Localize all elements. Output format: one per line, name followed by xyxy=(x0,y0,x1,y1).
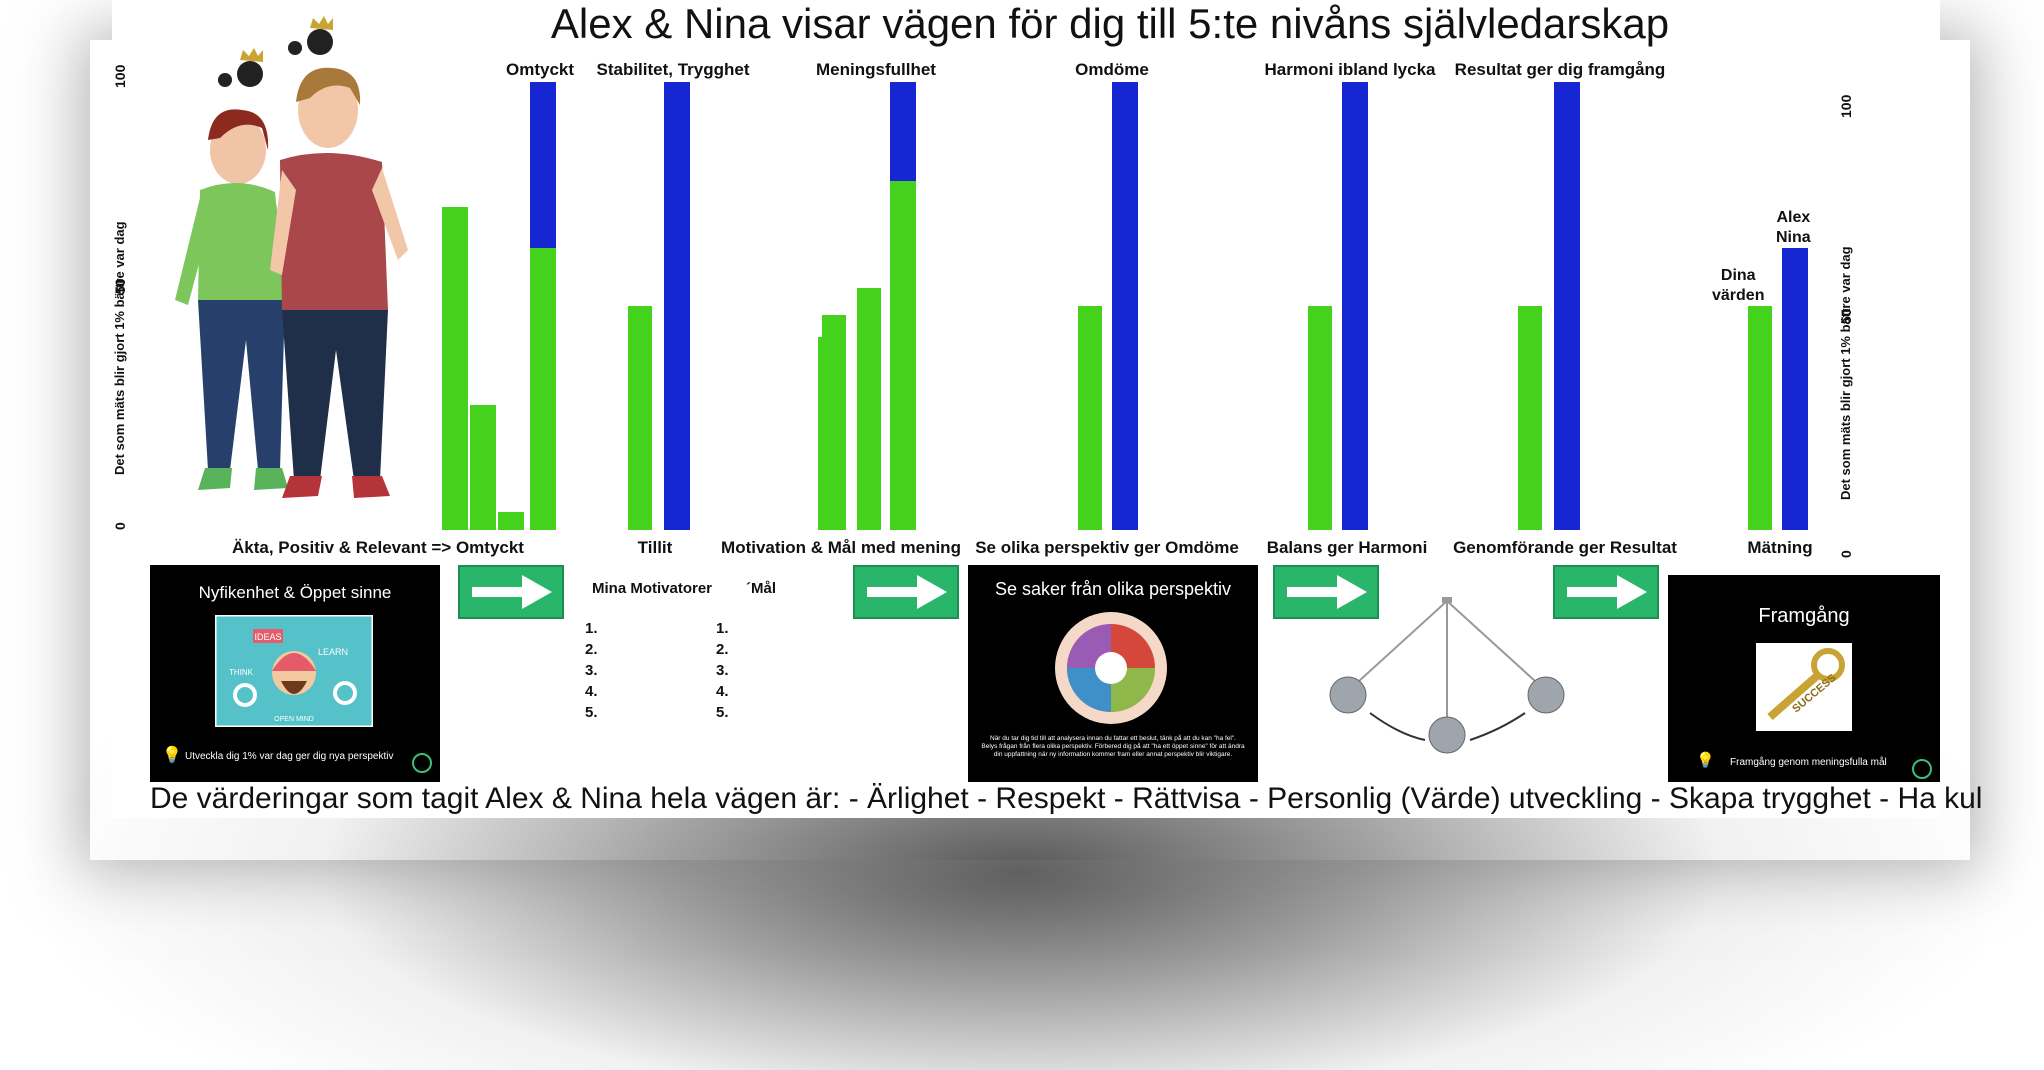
green-series-label: Dina värden xyxy=(1712,267,1765,304)
green-bar xyxy=(628,306,652,530)
panel-nyfikenhet-caption: Utveckla dig 1% var dag ger dig nya pers… xyxy=(185,751,394,762)
list-item: 2. xyxy=(585,641,598,658)
logo-icon xyxy=(1912,759,1932,779)
goals-list: 1. 2. 3. 4. 5. xyxy=(716,620,729,725)
learn-word: LEARN xyxy=(318,647,348,657)
gear-icon xyxy=(333,681,357,705)
bar-top-label: Omdöme xyxy=(1075,60,1149,79)
green-bar xyxy=(1308,306,1332,530)
pendulum-ball-icon xyxy=(1428,716,1466,754)
arrow-curve-icon xyxy=(1469,712,1526,741)
list-item: 2. xyxy=(716,641,729,658)
lightbulb-icon: 💡 xyxy=(1696,752,1715,769)
green-bar xyxy=(1748,306,1772,530)
bar-bottom-label: Tillit xyxy=(637,538,673,557)
dot-icon xyxy=(237,61,263,87)
green-overlap-bar xyxy=(530,247,556,530)
panel-perspektiv-caption: När du tar dig tid till att analysera in… xyxy=(978,735,1248,759)
caption-line: När du tar dig tid till att analysera in… xyxy=(990,735,1236,742)
green-bar xyxy=(818,337,822,530)
green-bar xyxy=(857,288,881,530)
right-arrow-icon xyxy=(867,575,947,609)
bar-bottom-label: Genomförande ger Resultat xyxy=(1453,538,1677,557)
think-word: THINK xyxy=(229,668,254,677)
green-bar xyxy=(1078,306,1102,530)
list-item: 4. xyxy=(585,683,598,700)
alex-figure xyxy=(270,67,408,498)
blue-bar xyxy=(1554,82,1580,530)
panel-framgang-title: Framgång xyxy=(1758,605,1850,627)
dot-icon xyxy=(218,73,232,87)
bar-bottom-label: Balans ger Harmoni xyxy=(1266,538,1428,557)
green-overlap-bar xyxy=(890,180,916,530)
blue-bar xyxy=(1342,82,1368,530)
pendulum-image xyxy=(1329,597,1565,754)
chart-area: Omtyckt Äkta, Positiv & Relevant => Omtyc… xyxy=(232,60,1813,557)
panel-nyfikenhet: Nyfikenhet & Öppet sinne IDEAS LEARN THI… xyxy=(150,565,440,782)
pendulum-ball-icon xyxy=(1329,676,1367,714)
blue-bar xyxy=(1782,247,1808,530)
right-arrow-icon xyxy=(1567,575,1647,609)
crown-icon xyxy=(240,48,263,62)
bar-top-label: Harmoni ibland lycka xyxy=(1264,60,1436,79)
panel-framgang: Framgång SUCCESS 💡 Framgång genom mening… xyxy=(1668,575,1940,782)
ideas-word: IDEAS xyxy=(254,632,281,642)
lightbulb-icon: 💡 xyxy=(162,747,182,764)
blue-bar xyxy=(1112,82,1138,530)
bar-bottom-label: Motivation & Mål med mening xyxy=(721,538,961,557)
dot-icon xyxy=(288,41,302,55)
pendulum-ball-icon xyxy=(1527,676,1565,714)
panel-perspektiv: Se saker från olika perspektiv När du ta… xyxy=(968,565,1258,782)
panel-perspektiv-title: Se saker från olika perspektiv xyxy=(994,579,1232,599)
green-bar xyxy=(498,512,524,530)
green-bar xyxy=(470,404,496,530)
right-arrow-icon xyxy=(1287,575,1367,609)
perspective-wheel-image xyxy=(1055,612,1167,724)
bar-bottom-label: Se olika perspektiv ger Omdöme xyxy=(975,538,1239,557)
motivators-header: Mina Motivatorer xyxy=(592,580,713,597)
arrow-curve-icon xyxy=(1369,712,1426,741)
green-bar xyxy=(442,207,468,530)
arrow-sign-1 xyxy=(458,565,564,619)
bar-bottom-label: Mätning xyxy=(1747,538,1813,557)
green-bar xyxy=(1518,306,1542,530)
crown-icon xyxy=(310,16,333,30)
caption-line: Belys frågan från flera olika perspektiv… xyxy=(981,743,1245,750)
open-mind-image: IDEAS LEARN THINK OPEN MIND xyxy=(215,615,373,727)
alex-nina-illustration xyxy=(175,16,408,498)
list-item: 5. xyxy=(585,704,598,721)
arrow-sign-4 xyxy=(1553,565,1659,619)
page-title: Alex & Nina visar vägen för dig till 5:t… xyxy=(550,0,1670,47)
bar-bottom-label: Äkta, Positiv & Relevant => Omtyckt xyxy=(232,538,524,557)
list-item: 1. xyxy=(716,620,729,637)
key-icon xyxy=(1811,648,1845,682)
blue-bar xyxy=(664,82,690,530)
right-arrow-icon xyxy=(472,575,552,609)
green-bar xyxy=(822,314,846,530)
gear-icon xyxy=(233,683,257,707)
open-mind-word: OPEN MIND xyxy=(274,716,314,723)
bar-top-label: Omtyckt xyxy=(505,60,575,79)
list-item: 3. xyxy=(585,662,598,679)
bar-top-label: Meningsfullhet xyxy=(816,60,936,79)
bar-top-label: Stabilitet, Trygghet xyxy=(596,60,750,79)
bar-top-label: Resultat ger dig framgång xyxy=(1454,60,1666,79)
arrow-sign-2 xyxy=(853,565,959,619)
list-item: 4. xyxy=(716,683,729,700)
panel-nyfikenhet-title: Nyfikenhet & Öppet sinne xyxy=(198,583,392,602)
goals-header: ´Mål xyxy=(746,580,776,597)
list-item: 3. xyxy=(716,662,729,679)
blue-series-label: Alex Nina xyxy=(1776,209,1811,246)
logo-icon xyxy=(412,753,432,773)
list-item: 1. xyxy=(585,620,598,637)
values-footer: De värderingar som tagit Alex & Nina hel… xyxy=(150,782,1983,815)
motivators-list: 1. 2. 3. 4. 5. xyxy=(585,620,598,725)
list-item: 5. xyxy=(716,704,729,721)
arrow-sign-3 xyxy=(1273,565,1379,619)
panel-framgang-caption: Framgång genom meningsfulla mål xyxy=(1730,757,1887,768)
success-key-image: SUCCESS xyxy=(1756,643,1852,731)
caption-line: din uppfattning när ny information komme… xyxy=(993,751,1233,758)
dot-icon xyxy=(307,29,333,55)
